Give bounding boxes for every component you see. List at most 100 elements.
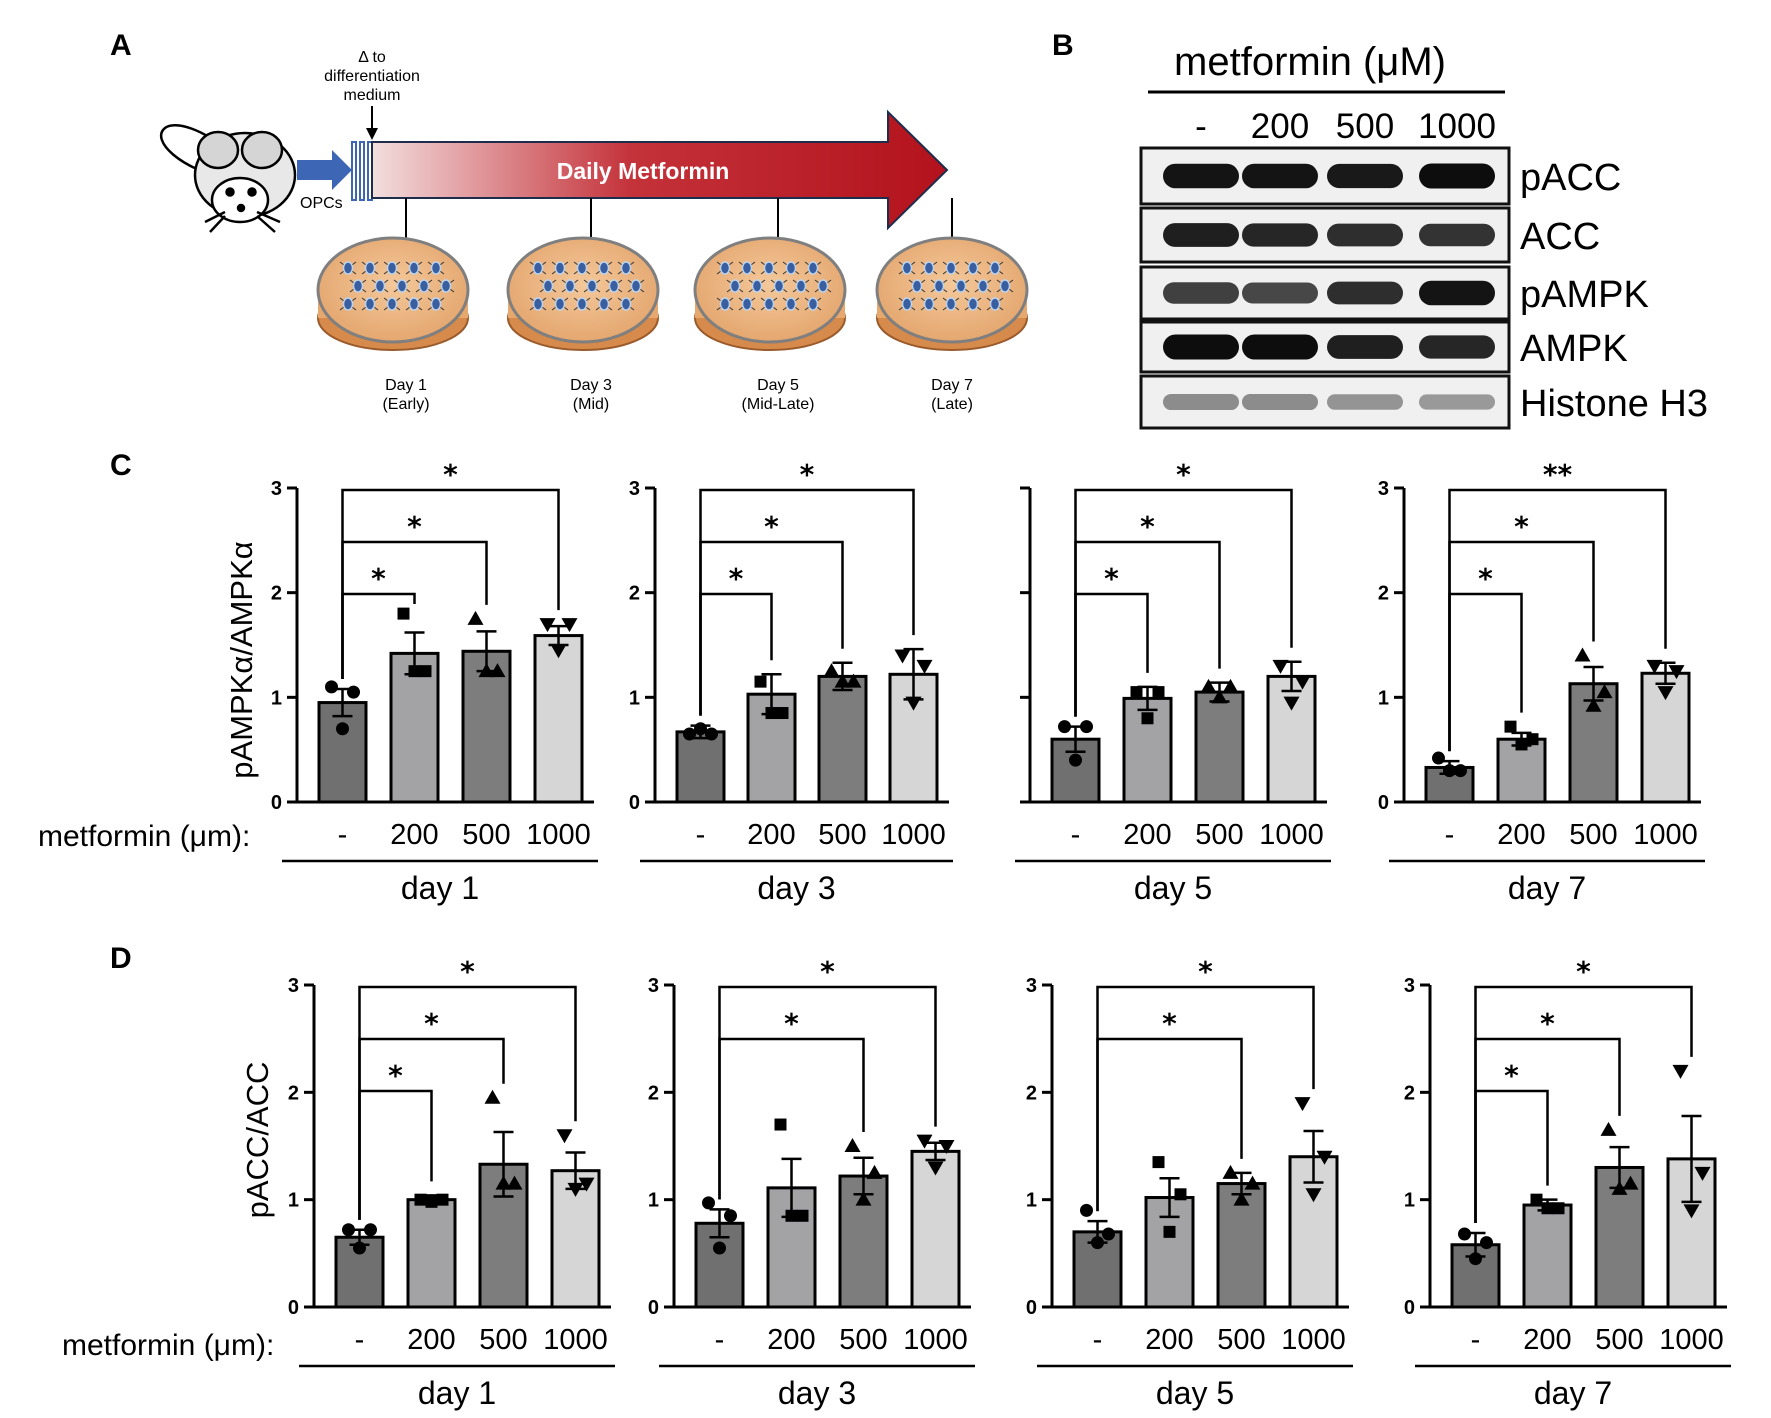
data-point bbox=[844, 1138, 861, 1152]
category-label-2: 200 bbox=[767, 1324, 815, 1356]
data-point bbox=[694, 722, 707, 736]
y-tick-label: 1 bbox=[288, 1190, 299, 1212]
daily-metformin-arrow bbox=[371, 109, 949, 231]
data-point bbox=[1611, 1180, 1628, 1195]
day-label-3: Day 5 bbox=[757, 377, 799, 394]
cell-nucleus bbox=[532, 261, 544, 275]
cell-nucleus bbox=[620, 261, 632, 275]
timeline-schematic: OPCs Δ to differentiation medium Daily M… bbox=[159, 49, 949, 233]
significance-label: * bbox=[1514, 510, 1529, 543]
significance-label: * bbox=[1140, 510, 1155, 543]
cell-nucleus bbox=[408, 297, 420, 311]
category-label-1: - bbox=[1093, 1324, 1103, 1356]
y-tick-label: 2 bbox=[1026, 1082, 1037, 1104]
cell-nucleus bbox=[542, 279, 554, 293]
data-point bbox=[506, 1175, 523, 1190]
category-label-1: - bbox=[338, 819, 348, 851]
data-point bbox=[845, 673, 862, 688]
data-point bbox=[1683, 1204, 1700, 1219]
blot-band bbox=[1242, 393, 1318, 411]
data-point bbox=[397, 607, 410, 620]
data-point bbox=[1316, 1150, 1333, 1165]
blot-band bbox=[1242, 223, 1318, 247]
blot-row-label-1: pACC bbox=[1520, 157, 1621, 199]
blot-band bbox=[1242, 163, 1318, 189]
day-title: day 7 bbox=[1534, 1375, 1612, 1411]
data-point bbox=[1294, 1097, 1311, 1112]
y-tick-label: 0 bbox=[288, 1297, 299, 1319]
cell-nucleus bbox=[408, 261, 420, 275]
category-label-1: - bbox=[1445, 819, 1455, 851]
data-point bbox=[436, 1193, 449, 1206]
panel-label-b: B bbox=[1052, 29, 1074, 62]
data-point bbox=[1130, 686, 1143, 699]
blot-row-label-5: Histone H3 bbox=[1520, 383, 1708, 425]
data-point bbox=[1530, 1193, 1543, 1206]
data-point bbox=[1163, 1225, 1176, 1238]
cell-nucleus bbox=[364, 297, 376, 311]
blot-header: metformin (μM) bbox=[1174, 40, 1446, 84]
data-point bbox=[938, 1140, 955, 1154]
data-point bbox=[916, 659, 933, 674]
blot-band bbox=[1419, 163, 1495, 189]
significance-label: * bbox=[1478, 562, 1493, 595]
y-tick-label: 1 bbox=[1404, 1190, 1415, 1212]
data-point bbox=[894, 649, 911, 664]
opc-arrow bbox=[297, 150, 352, 190]
data-point bbox=[1222, 1164, 1239, 1179]
data-point bbox=[785, 1209, 798, 1222]
bar-2 bbox=[389, 651, 440, 804]
category-label-3: 500 bbox=[818, 819, 866, 851]
y-tick-label: 1 bbox=[271, 687, 282, 709]
cell-nucleus bbox=[741, 261, 753, 275]
category-label-2: 200 bbox=[390, 819, 438, 851]
data-point bbox=[776, 707, 789, 720]
cell-nucleus bbox=[440, 279, 452, 293]
lane-label-2: 200 bbox=[1251, 107, 1309, 146]
blot-band bbox=[1327, 163, 1403, 189]
significance-label: * bbox=[1176, 458, 1191, 491]
cell-nucleus bbox=[955, 279, 967, 293]
cell-nucleus bbox=[911, 279, 923, 293]
category-label-1: - bbox=[1471, 1324, 1481, 1356]
panel-label-a: A bbox=[110, 29, 132, 62]
day-title: day 3 bbox=[778, 1375, 856, 1411]
data-point bbox=[325, 680, 338, 694]
day-title: day 7 bbox=[1508, 870, 1586, 906]
data-point bbox=[1222, 678, 1239, 693]
significance-bracket bbox=[699, 488, 915, 716]
data-point bbox=[425, 1195, 438, 1208]
data-point bbox=[1694, 1166, 1711, 1181]
data-point bbox=[1152, 1156, 1165, 1169]
data-point bbox=[774, 1118, 787, 1131]
category-label-3: 500 bbox=[839, 1324, 887, 1356]
bar-2 bbox=[766, 1186, 817, 1309]
cell-nucleus bbox=[386, 297, 398, 311]
significance-bracket bbox=[1096, 985, 1315, 1212]
category-label-2: 200 bbox=[1497, 819, 1545, 851]
y-tick-label: 2 bbox=[271, 583, 282, 605]
day-stage-1: (Early) bbox=[382, 396, 429, 413]
data-point bbox=[834, 673, 851, 688]
category-label-4: 1000 bbox=[543, 1324, 608, 1356]
y-tick-label: 0 bbox=[1026, 1297, 1037, 1319]
data-point bbox=[702, 1196, 715, 1210]
y-tick-label: 3 bbox=[648, 975, 659, 997]
cell-nucleus bbox=[945, 261, 957, 275]
category-label-4: 1000 bbox=[1659, 1324, 1724, 1356]
cell-nucleus bbox=[817, 279, 829, 293]
data-point bbox=[1080, 720, 1093, 734]
data-point bbox=[1091, 1236, 1104, 1250]
cell-nucleus bbox=[620, 297, 632, 311]
data-point bbox=[1526, 733, 1539, 746]
significance-label: * bbox=[1198, 955, 1213, 988]
data-point bbox=[567, 1182, 584, 1197]
data-point bbox=[823, 663, 840, 678]
panel-label-d: D bbox=[110, 942, 132, 975]
significance-label: * bbox=[388, 1059, 403, 1092]
category-label-2: 200 bbox=[747, 819, 795, 851]
y-tick-label: 3 bbox=[1404, 975, 1415, 997]
cell-nucleus bbox=[342, 261, 354, 275]
daily-metformin-label: Daily Metformin bbox=[557, 158, 730, 184]
cell-nucleus bbox=[430, 297, 442, 311]
